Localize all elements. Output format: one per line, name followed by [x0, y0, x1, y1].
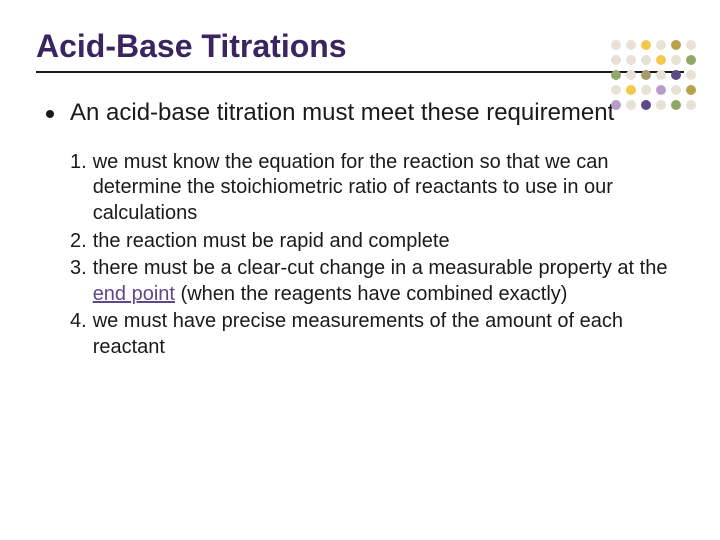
decor-dot [686, 70, 696, 80]
intro-bullet: An acid-base titration must meet these r… [46, 99, 684, 128]
list-item: 4.we must have precise measurements of t… [70, 309, 684, 360]
decor-dot [686, 55, 696, 65]
decor-dot [611, 40, 621, 50]
decor-dot [626, 85, 636, 95]
decor-dot [626, 40, 636, 50]
decor-dot [611, 70, 621, 80]
decor-dot [641, 55, 651, 65]
bullet-dot-icon [46, 110, 54, 118]
decor-dot [656, 100, 666, 110]
intro-text: An acid-base titration must meet these r… [70, 99, 614, 128]
list-item-number: 3. [70, 256, 87, 307]
decor-dot [671, 85, 681, 95]
decor-dot [626, 55, 636, 65]
decor-dot [611, 55, 621, 65]
decor-dot [641, 100, 651, 110]
decor-dot [611, 85, 621, 95]
list-item-number: 4. [70, 309, 87, 360]
list-item-accent: end point [93, 283, 175, 305]
list-item-text-pre: we must have precise measurements of the… [93, 310, 623, 358]
list-item-number: 2. [70, 229, 87, 255]
list-item-text-pre: we must know the equation for the reacti… [93, 151, 613, 224]
decor-dot [641, 40, 651, 50]
decor-dot [611, 100, 621, 110]
decor-dot [671, 70, 681, 80]
slide-title: Acid-Base Titrations [36, 28, 684, 65]
decor-dot [641, 70, 651, 80]
title-underline [36, 71, 684, 73]
decor-dot [686, 40, 696, 50]
decor-dot [626, 70, 636, 80]
numbered-list: 1.we must know the equation for the reac… [70, 150, 684, 361]
decor-dot [656, 55, 666, 65]
list-item-body: we must have precise measurements of the… [93, 309, 684, 360]
decor-dot [656, 85, 666, 95]
list-item-body: the reaction must be rapid and complete [93, 229, 450, 255]
list-item-body: we must know the equation for the reacti… [93, 150, 684, 227]
decor-dot [656, 70, 666, 80]
decor-dot [671, 100, 681, 110]
decor-dot [656, 40, 666, 50]
list-item: 1.we must know the equation for the reac… [70, 150, 684, 227]
slide: Acid-Base Titrations An acid-base titrat… [0, 0, 720, 540]
decor-dot [686, 85, 696, 95]
decor-dot [671, 55, 681, 65]
list-item-text-pre: the reaction must be rapid and complete [93, 230, 450, 252]
decor-dot [671, 40, 681, 50]
list-item-text-post: (when the reagents have combined exactly… [175, 283, 567, 305]
decor-dot [686, 100, 696, 110]
list-item-text-pre: there must be a clear-cut change in a me… [93, 257, 668, 279]
list-item: 2. the reaction must be rapid and complet… [70, 229, 684, 255]
list-item: 3. there must be a clear-cut change in a … [70, 256, 684, 307]
decor-dot [626, 100, 636, 110]
list-item-number: 1. [70, 150, 87, 227]
list-item-body: there must be a clear-cut change in a me… [93, 256, 684, 307]
decorative-dot-grid [611, 40, 698, 112]
decor-dot [641, 85, 651, 95]
